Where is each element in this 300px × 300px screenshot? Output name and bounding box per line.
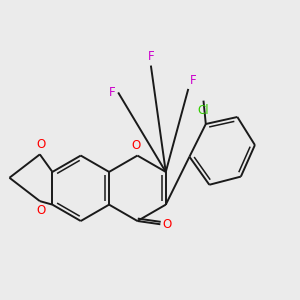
Text: O: O (132, 139, 141, 152)
Text: Cl: Cl (198, 104, 209, 117)
Text: F: F (109, 86, 115, 99)
Text: O: O (162, 218, 172, 231)
Text: O: O (36, 138, 45, 151)
Text: F: F (148, 50, 154, 63)
Text: F: F (190, 74, 197, 87)
Text: O: O (36, 204, 45, 218)
